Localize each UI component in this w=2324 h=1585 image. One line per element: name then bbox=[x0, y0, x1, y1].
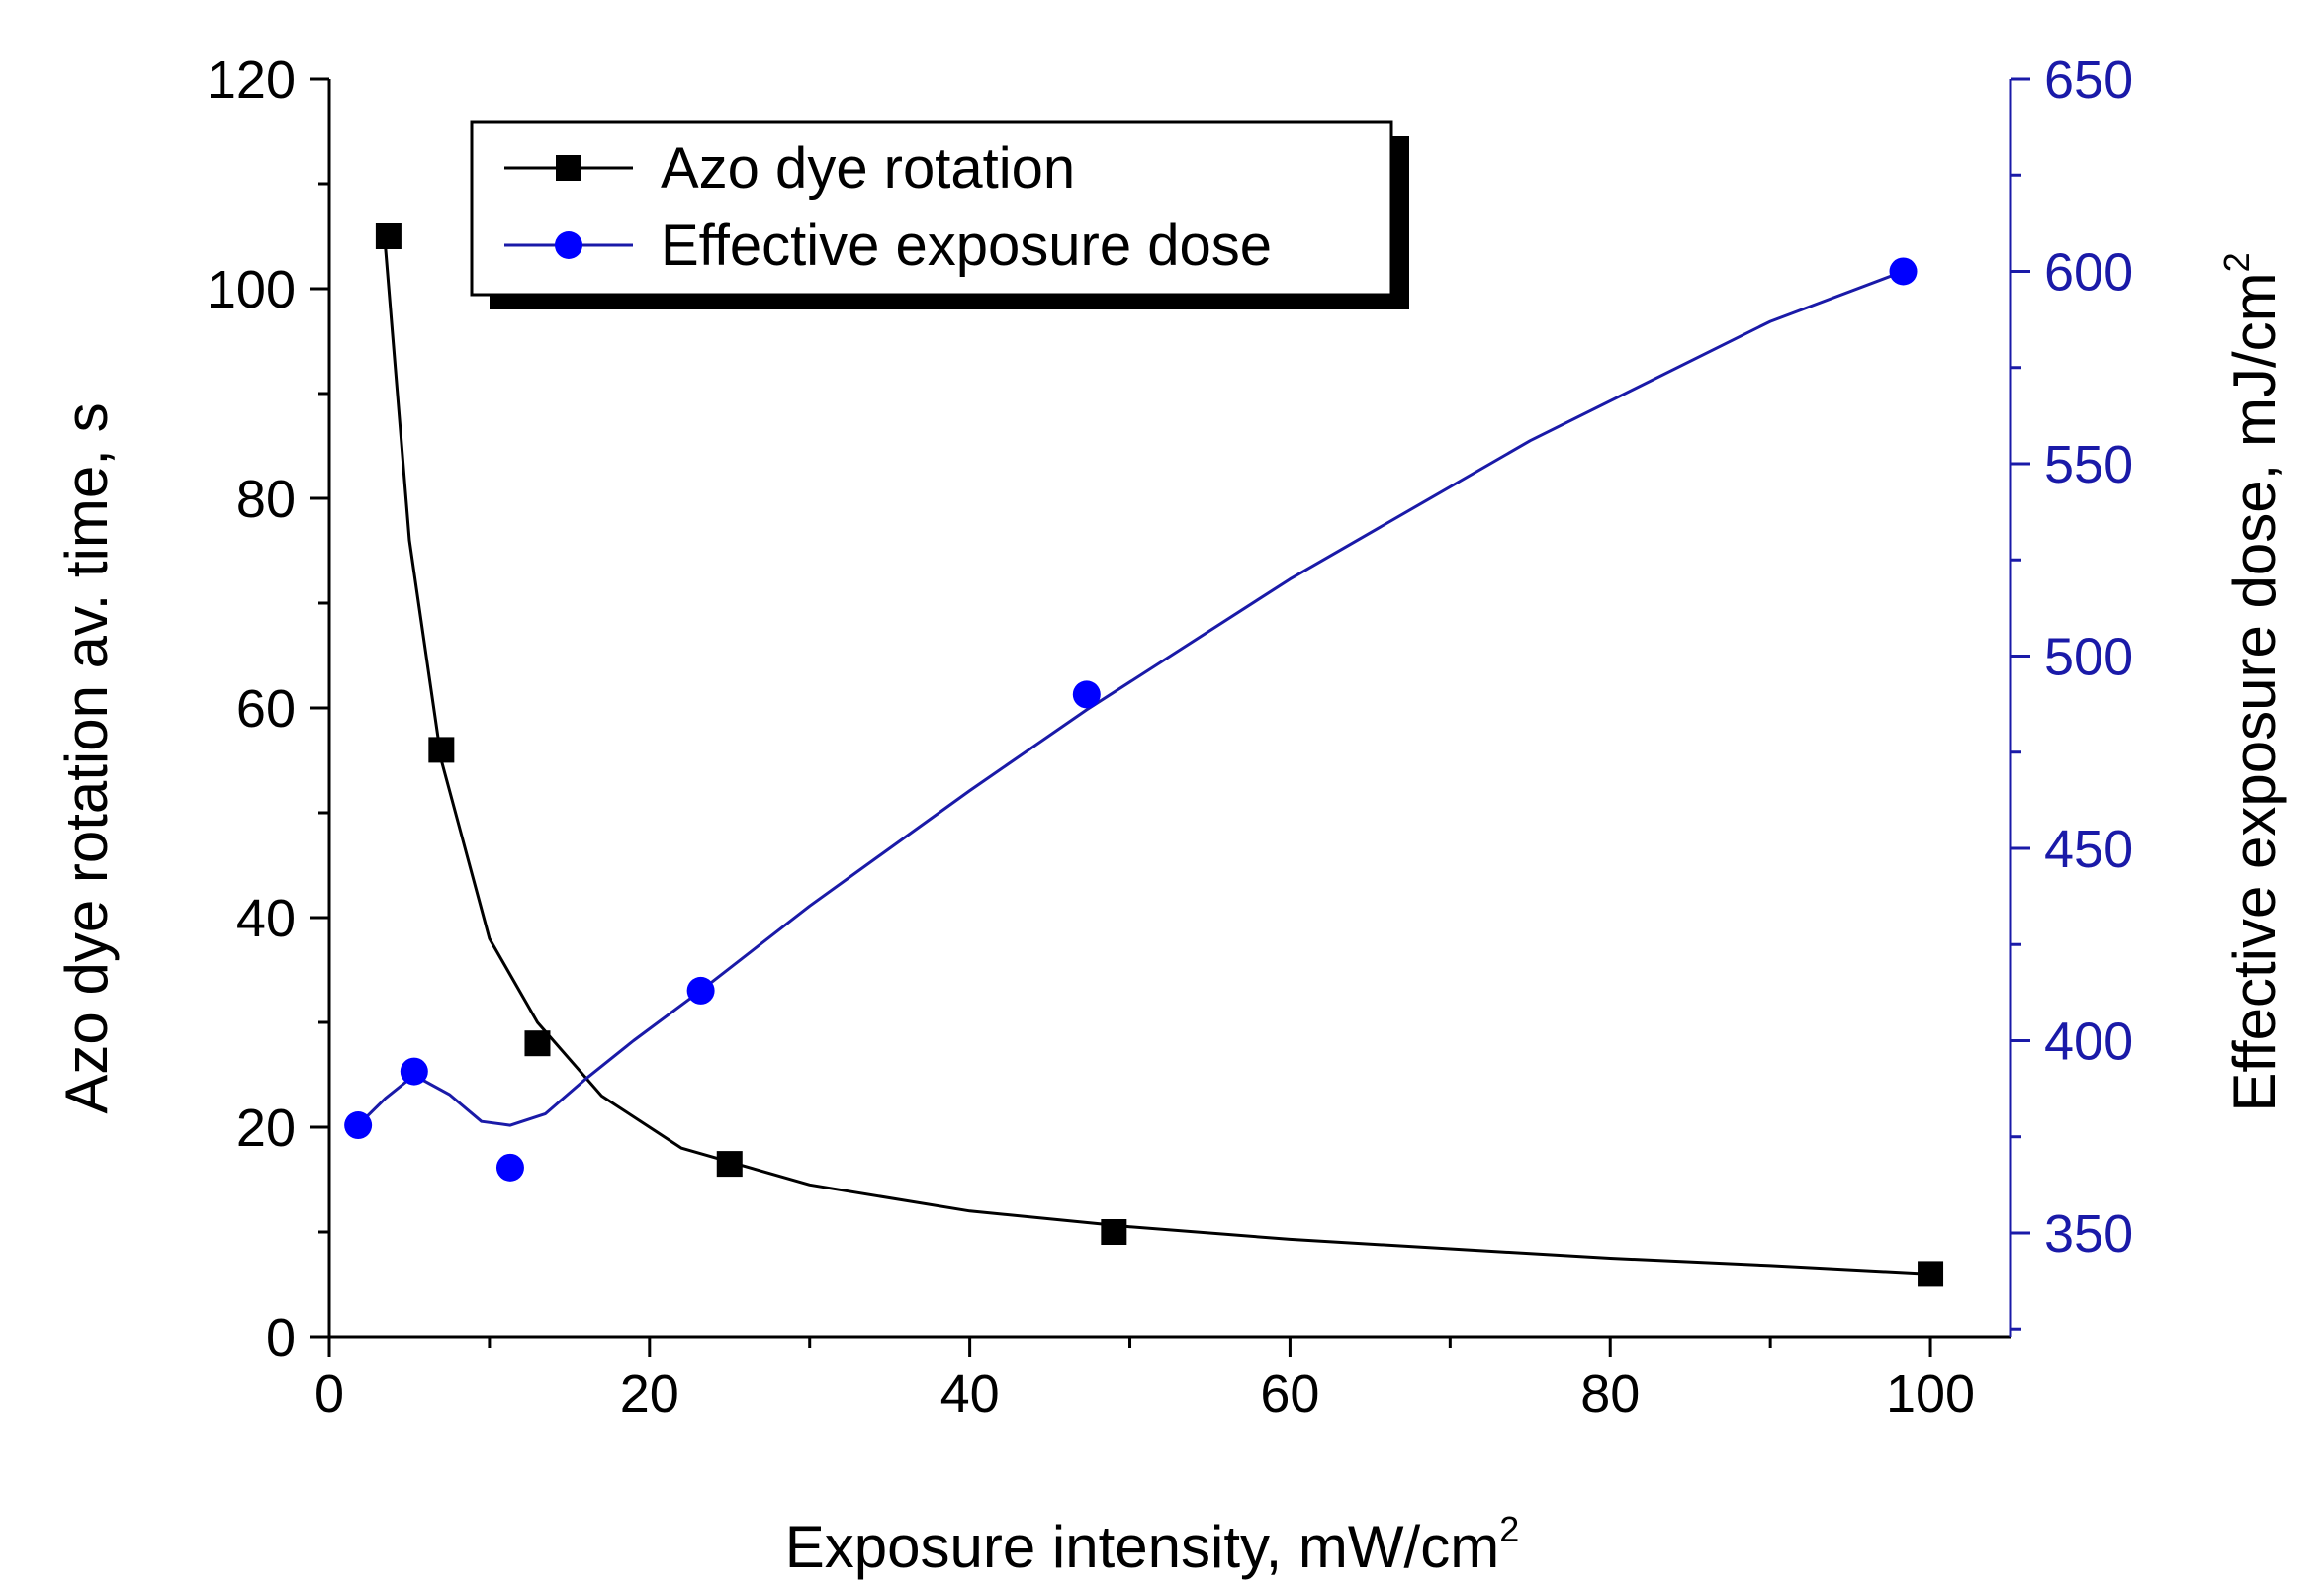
x-tick-label: 60 bbox=[1260, 1365, 1319, 1424]
x-tick-label: 40 bbox=[940, 1365, 1000, 1424]
y-tick-label: 60 bbox=[236, 679, 296, 739]
y2-tick-label: 600 bbox=[2044, 242, 2133, 302]
data-point-azo bbox=[1918, 1261, 1944, 1287]
y2-axis-label: Effective exposure dose, mJ/cm2 bbox=[2216, 252, 2287, 1111]
data-point-azo bbox=[524, 1030, 551, 1057]
y2-tick-label: 450 bbox=[2044, 820, 2133, 879]
legend-text-dose: Effective exposure dose bbox=[661, 214, 1272, 278]
data-point-azo bbox=[1101, 1219, 1127, 1245]
data-point-azo bbox=[716, 1151, 743, 1178]
x-tick-label: 0 bbox=[314, 1365, 344, 1424]
y-tick-label: 0 bbox=[266, 1308, 296, 1367]
y2-tick-label: 500 bbox=[2044, 627, 2133, 686]
data-point-dose bbox=[400, 1057, 428, 1086]
data-point-dose bbox=[1072, 680, 1101, 709]
data-point-azo bbox=[375, 223, 402, 249]
y-axis-label: Azo dye rotation av. time, s bbox=[53, 402, 120, 1113]
data-point-dose bbox=[495, 1153, 524, 1182]
legend-box bbox=[470, 120, 1393, 297]
y2-tick-label: 650 bbox=[2044, 50, 2133, 110]
legend-text-azo: Azo dye rotation bbox=[661, 136, 1075, 201]
y2-tick-label: 400 bbox=[2044, 1012, 2133, 1071]
x-tick-label: 80 bbox=[1580, 1365, 1640, 1424]
axes: 0 20 40 60 80 100 0 20 40 60 80 100 120 350 400 450 500 5… bbox=[207, 50, 2133, 1424]
y-tick-label: 120 bbox=[207, 50, 296, 110]
legend: Azo dye rotation Effective exposure dose bbox=[470, 120, 1409, 309]
data-point-dose bbox=[686, 976, 715, 1005]
data-point-dose bbox=[1889, 257, 1918, 286]
data-point-dose bbox=[344, 1111, 373, 1140]
data-point-azo bbox=[428, 737, 455, 763]
x-tick-label: 100 bbox=[1886, 1365, 1975, 1424]
legend-marker-azo bbox=[556, 155, 581, 181]
y-tick-label: 40 bbox=[236, 889, 296, 948]
data-markers bbox=[344, 223, 1944, 1287]
y2-tick-label: 550 bbox=[2044, 435, 2133, 494]
fit-lines bbox=[357, 246, 1931, 1276]
y2-tick-label: 350 bbox=[2044, 1204, 2133, 1264]
y-tick-label: 20 bbox=[236, 1099, 296, 1158]
fit-curve-azo bbox=[384, 246, 1931, 1276]
y-tick-label: 100 bbox=[207, 260, 296, 319]
legend-marker-dose bbox=[555, 231, 582, 259]
x-tick-label: 20 bbox=[620, 1365, 679, 1424]
y-tick-label: 80 bbox=[236, 470, 296, 529]
fit-curve-dose bbox=[357, 270, 1905, 1127]
x-axis-label: Exposure intensity, mW/cm2 bbox=[785, 1509, 1519, 1580]
